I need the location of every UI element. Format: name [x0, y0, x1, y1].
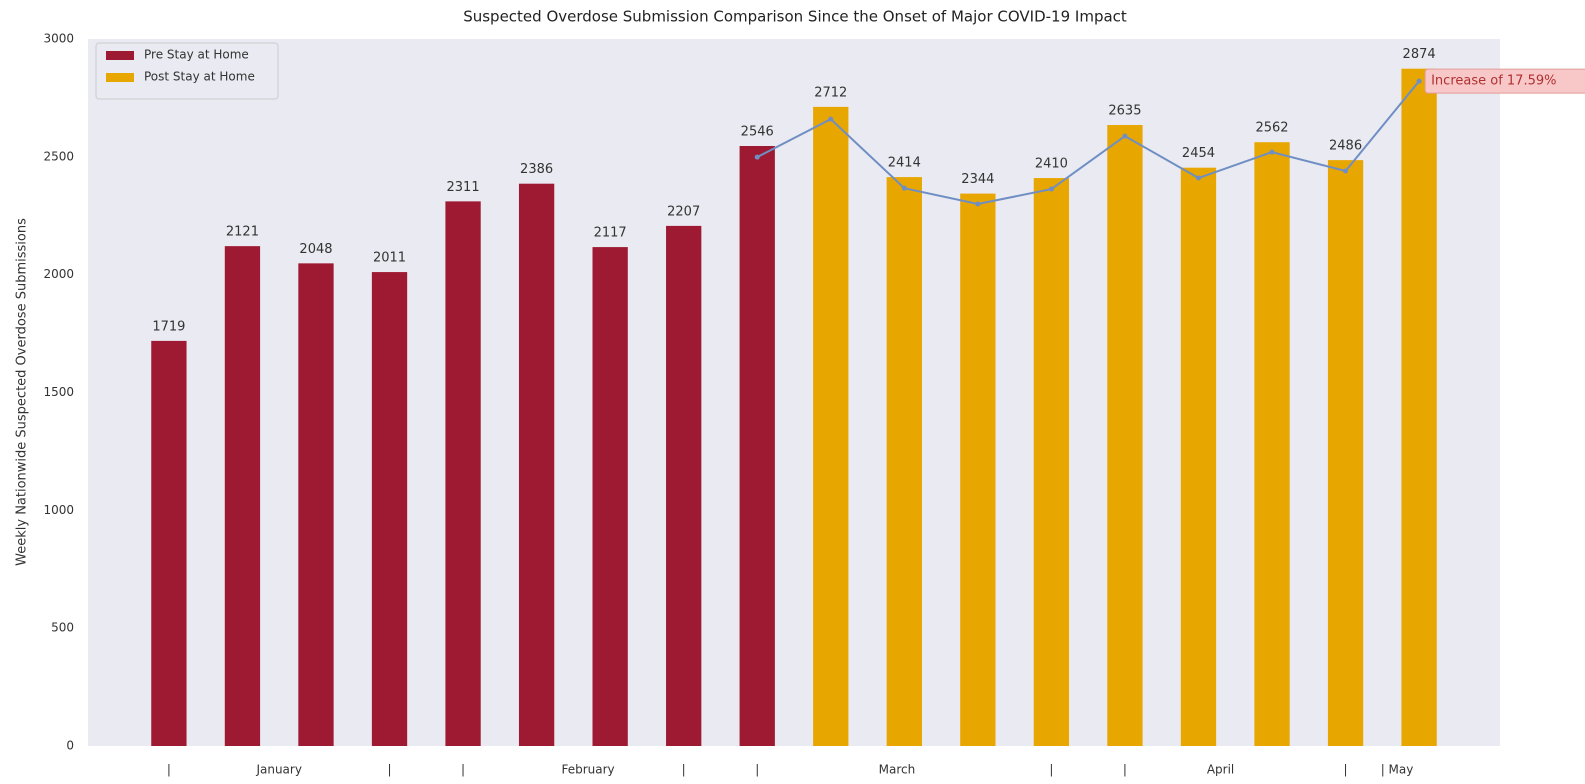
y-tick-label: 0 [66, 739, 74, 753]
bar [739, 145, 775, 746]
value-label: 2486 [1329, 139, 1362, 154]
value-label: 2311 [447, 180, 480, 195]
bar [1401, 68, 1437, 747]
y-tick-label: 500 [51, 621, 74, 635]
legend-swatch [106, 73, 134, 82]
y-axis-label: Weekly Nationwide Suspected Overdose Sub… [15, 218, 30, 566]
legend-box [95, 42, 279, 100]
bar [1107, 125, 1143, 747]
trend-point [1343, 168, 1349, 174]
value-label: 2712 [814, 85, 847, 100]
y-tick-label: 2000 [43, 267, 74, 281]
value-label: 2635 [1108, 104, 1141, 119]
annotation: Increase of 17.59% [1431, 74, 1556, 89]
trend-line [756, 80, 1420, 205]
bar [592, 247, 628, 746]
value-label: 1719 [152, 319, 185, 334]
bar [298, 263, 334, 746]
annotation-box [1424, 68, 1585, 94]
x-tick-label: | [1123, 763, 1127, 777]
trend-point [754, 154, 760, 160]
bar [666, 225, 702, 746]
value-label: 2386 [520, 162, 553, 177]
bar [886, 177, 922, 747]
legend-swatch [106, 51, 134, 60]
bar [1327, 160, 1364, 746]
x-tick-label: | [387, 763, 391, 777]
bar [518, 183, 555, 746]
trend-point [1416, 78, 1422, 84]
value-label: 2344 [961, 172, 994, 187]
x-tick-label: March [879, 763, 916, 777]
trend-point [828, 116, 834, 122]
value-label: 2410 [1035, 157, 1068, 172]
value-label: 2414 [888, 156, 921, 171]
bar [151, 340, 187, 746]
value-label: 2874 [1403, 47, 1436, 62]
x-tick-label: | [461, 763, 465, 777]
x-tick-label: February [561, 763, 614, 777]
y-tick-label: 3000 [43, 32, 74, 46]
trend-point [1195, 175, 1201, 181]
value-label: 2454 [1182, 146, 1215, 161]
value-label: 2117 [594, 226, 627, 241]
trend-point [1048, 186, 1054, 192]
bar [960, 193, 996, 746]
value-label: 2546 [741, 124, 774, 139]
x-tick-label: | [682, 763, 686, 777]
x-tick-label: January [255, 763, 302, 777]
bar [1180, 167, 1217, 746]
chart-title: Suspected Overdose Submission Comparison… [463, 8, 1127, 26]
value-label: 2011 [373, 251, 406, 266]
x-tick-label: | May [1381, 763, 1414, 777]
bar [1254, 142, 1290, 747]
bar [224, 246, 261, 746]
value-label: 2121 [226, 225, 259, 240]
x-tick-label: | [755, 763, 759, 777]
y-tick-label: 1500 [43, 385, 74, 399]
bar [813, 106, 849, 746]
bar [445, 201, 481, 746]
bar [371, 272, 408, 746]
trend-point [1122, 133, 1128, 139]
trend-point [901, 185, 907, 191]
legend-label: Pre Stay at Home [144, 48, 249, 62]
x-tick-label: April [1207, 763, 1234, 777]
x-tick-label: | [167, 763, 171, 777]
y-tick-label: 1000 [43, 503, 74, 517]
y-tick-label: 2500 [43, 149, 74, 163]
value-label: 2048 [299, 242, 332, 257]
value-label: 2207 [667, 204, 700, 219]
value-label: 2562 [1255, 121, 1288, 136]
x-tick-label: | [1344, 763, 1348, 777]
bar [1033, 178, 1070, 746]
x-tick-label: | [1049, 763, 1053, 777]
legend-label: Post Stay at Home [144, 70, 255, 84]
trend-point [975, 201, 981, 207]
trend-point [1269, 149, 1275, 155]
